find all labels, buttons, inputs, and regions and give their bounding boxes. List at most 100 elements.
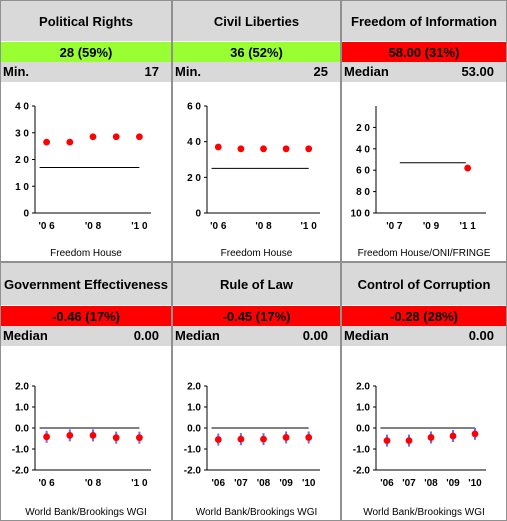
x-tick-label: '0 8 <box>255 221 272 232</box>
data-point <box>89 133 97 141</box>
source-label: World Bank/Brookings WGI <box>363 507 485 518</box>
reference-row: Median 0.00 <box>1 326 171 346</box>
reference-value: 53.00 <box>461 64 494 79</box>
panel-title: Control of Corruption <box>342 263 506 305</box>
x-tick-label: '06 <box>380 478 394 489</box>
y-tick-label: -1.0 <box>12 445 30 456</box>
panel-title: Freedom of Information <box>342 1 506 41</box>
x-tick-label: '0 7 <box>386 221 403 232</box>
x-tick-label: '1 0 <box>301 221 318 232</box>
data-point <box>260 435 267 443</box>
data-point <box>112 133 120 141</box>
reference-row: Median 53.00 <box>342 62 506 82</box>
source-label: World Bank/Brookings WGI <box>25 507 147 518</box>
y-tick-label: -1.0 <box>353 445 371 456</box>
score-badge: -0.46 (17%) <box>1 306 171 326</box>
x-tick-label: '09 <box>279 478 293 489</box>
data-point <box>237 435 245 443</box>
panel-title: Civil Liberties <box>173 1 340 41</box>
data-point <box>66 138 74 146</box>
reference-value: 0.00 <box>133 328 159 343</box>
score-badge: 36 (52%) <box>173 42 340 62</box>
y-tick-label: 10 0 <box>351 209 371 220</box>
reference-row: Min. 25 <box>173 62 340 82</box>
x-tick-label: '0 8 <box>85 221 102 232</box>
data-point <box>43 433 50 441</box>
y-tick-label: 2 0 <box>15 155 29 166</box>
indicator-chart: 2 0 4 0 6 0 8 0 10 0 '0 7 '0 9 '1 1 <box>351 106 486 232</box>
data-point <box>305 434 313 441</box>
indicator-chart: 0 2 0 4 0 6 0 '0 6 '0 8 '1 0 <box>187 102 320 232</box>
y-tick-label: 2.0 <box>15 382 29 393</box>
reference-value: 17 <box>144 64 159 79</box>
x-tick-label: '07 <box>402 478 416 489</box>
x-tick-label: '10 <box>302 478 316 489</box>
reference-row: Median 0.00 <box>342 326 506 346</box>
data-point <box>282 434 290 441</box>
indicator-chart: -2.0 -1.0 0.0 1.0 2.0 '06 '07 '08 '09 '10 <box>353 382 486 489</box>
source-label: Freedom House <box>220 248 293 259</box>
data-point <box>43 138 50 146</box>
panel-title: Rule of Law <box>173 263 340 305</box>
y-tick-label: 4 0 <box>187 137 201 148</box>
score-badge: -0.45 (17%) <box>173 306 340 326</box>
data-point <box>282 145 290 153</box>
indicator-panel: Political Rights 28 (59%) Min. 17 0 1 0 2 0 3 0… <box>0 0 172 262</box>
reference-row: Min. 17 <box>1 62 171 82</box>
score-badge: 28 (59%) <box>1 42 171 62</box>
reference-value: 0.00 <box>468 328 494 343</box>
y-tick-label: 2 0 <box>356 123 370 134</box>
y-tick-label: 4 0 <box>356 144 370 155</box>
y-tick-label: 6 0 <box>187 102 201 113</box>
y-tick-label: -2.0 <box>353 466 371 477</box>
reference-row: Median 0.00 <box>173 326 340 346</box>
data-point <box>449 432 457 440</box>
y-tick-label: 1.0 <box>356 403 370 414</box>
y-tick-label: 8 0 <box>356 187 370 198</box>
data-point <box>471 430 479 438</box>
reference-label: Median <box>344 64 389 79</box>
reference-label: Median <box>344 328 389 343</box>
x-tick-label: '0 9 <box>423 221 440 232</box>
data-point <box>214 436 222 443</box>
reference-label: Median <box>175 328 220 343</box>
y-tick-label: -2.0 <box>184 466 202 477</box>
data-point <box>464 164 472 172</box>
data-point <box>136 434 143 442</box>
reference-value: 25 <box>313 64 328 79</box>
y-tick-label: 2.0 <box>356 382 370 393</box>
y-tick-label: 2.0 <box>187 382 201 393</box>
indicator-panel: Government Effectiveness -0.46 (17%) Media… <box>0 262 172 521</box>
x-tick-label: '07 <box>234 478 248 489</box>
data-point <box>89 431 97 439</box>
reference-value: 0.00 <box>302 328 328 343</box>
y-tick-label: 4 0 <box>15 102 29 113</box>
x-tick-label: '0 6 <box>38 221 55 232</box>
source-label: Freedom House <box>50 248 122 259</box>
x-tick-label: '08 <box>257 478 271 489</box>
data-point <box>305 145 313 153</box>
source-label: Freedom House/ONI/FRINGE <box>357 248 491 259</box>
x-tick-label: '06 <box>212 478 226 489</box>
indicator-panel: Freedom of Information 58.00 (31%) Median 5… <box>341 0 507 262</box>
data-point <box>260 145 267 153</box>
x-tick-label: '0 8 <box>85 478 102 489</box>
y-tick-label: 0 <box>195 209 201 220</box>
reference-label: Median <box>3 328 48 343</box>
data-point <box>214 143 222 151</box>
y-tick-label: 1 0 <box>15 182 29 193</box>
x-tick-label: '1 0 <box>131 478 148 489</box>
reference-label: Min. <box>3 64 29 79</box>
y-tick-label: 0 <box>23 209 29 220</box>
x-tick-label: '0 6 <box>38 478 55 489</box>
x-tick-label: '10 <box>468 478 482 489</box>
y-tick-label: 0.0 <box>15 424 29 435</box>
y-tick-label: -1.0 <box>184 445 202 456</box>
data-point <box>112 434 120 442</box>
y-tick-label: 3 0 <box>15 128 29 139</box>
panel-title: Political Rights <box>1 1 171 41</box>
indicator-chart: 0 1 0 2 0 3 0 4 0 '0 6 '0 8 '1 0 <box>15 102 151 232</box>
y-tick-label: 0.0 <box>356 424 370 435</box>
data-point <box>383 437 391 444</box>
